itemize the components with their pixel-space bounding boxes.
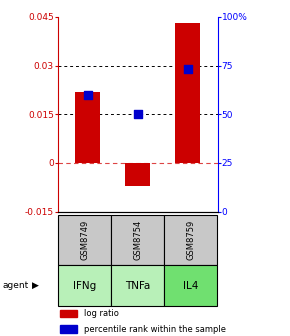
Bar	[164, 215, 218, 265]
Bar	[60, 310, 77, 317]
Bar	[58, 265, 111, 306]
Text: percentile rank within the sample: percentile rank within the sample	[84, 325, 226, 334]
Text: IL4: IL4	[183, 281, 199, 291]
Text: TNFa: TNFa	[125, 281, 151, 291]
Bar	[175, 23, 200, 163]
Bar	[125, 163, 150, 186]
Bar	[164, 265, 218, 306]
Text: GSM8759: GSM8759	[186, 220, 195, 260]
Bar	[60, 325, 77, 333]
Bar	[111, 265, 164, 306]
Text: ▶: ▶	[32, 281, 39, 290]
Text: agent: agent	[3, 281, 29, 290]
Bar	[58, 215, 111, 265]
Point	[86, 92, 90, 97]
Text: log ratio: log ratio	[84, 309, 118, 318]
Text: GSM8749: GSM8749	[80, 220, 89, 260]
Text: GSM8754: GSM8754	[133, 220, 142, 260]
Text: IFNg: IFNg	[73, 281, 96, 291]
Bar	[111, 215, 164, 265]
Point	[185, 67, 190, 72]
Point	[135, 112, 140, 117]
Bar	[75, 91, 100, 163]
